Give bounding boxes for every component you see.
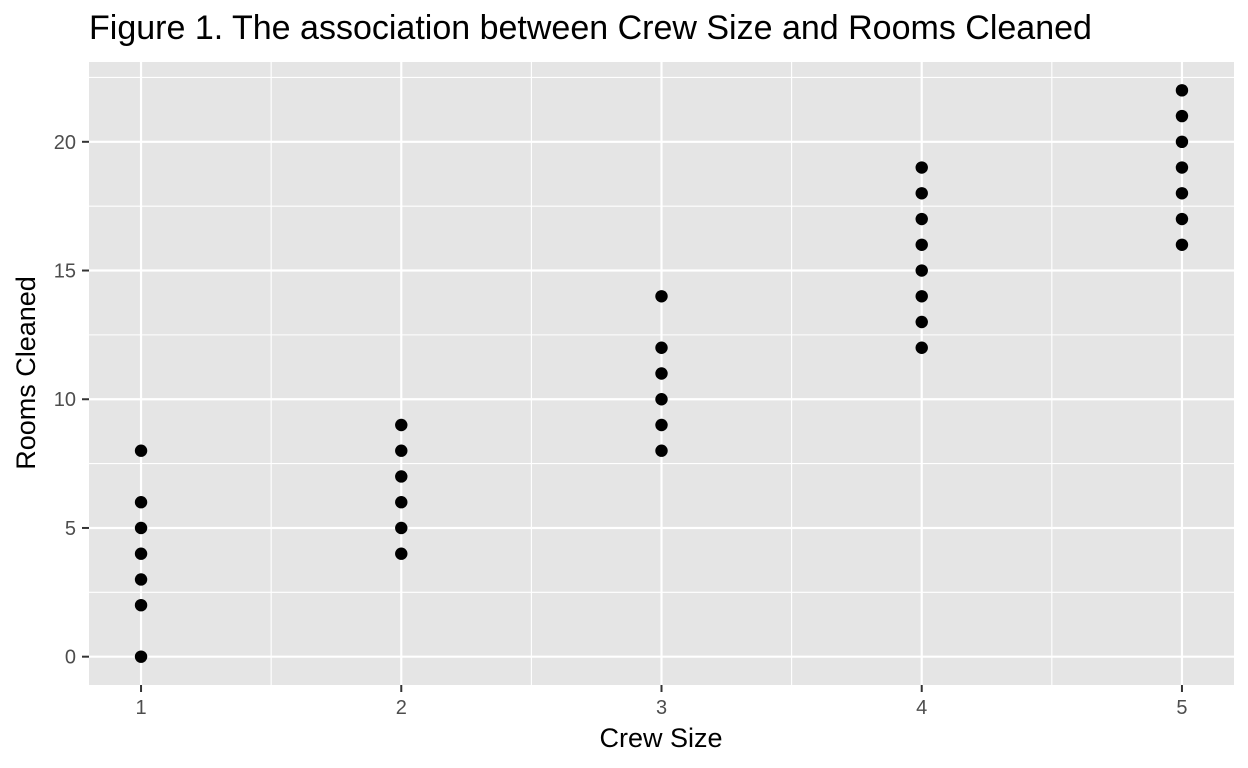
data-point [1175,238,1189,251]
x-axis-title: Crew Size [599,723,722,753]
data-point [134,573,148,586]
y-tick-label: 5 [65,518,76,540]
chart-title: Figure 1. The association between Crew S… [89,9,1092,47]
data-points [134,84,1189,663]
data-point [1175,84,1189,97]
data-point [1175,109,1189,123]
data-point [395,496,408,509]
data-point [1175,212,1189,226]
data-point [655,341,668,354]
data-point [395,444,408,457]
x-tick-label: 2 [396,697,407,719]
x-tick-label: 5 [1176,697,1187,719]
y-tick-label: 15 [54,261,76,283]
data-point [655,393,668,406]
data-point [915,315,928,329]
y-tick-label: 0 [65,647,76,669]
data-point [1175,135,1189,149]
data-point [655,367,668,380]
data-point [134,650,148,663]
data-point [915,238,928,251]
data-point [655,418,668,432]
data-point [134,496,148,509]
axis-ticks: 1 2 3 4 5 0 5 10 15 20 [54,132,1188,719]
data-point [1175,161,1189,174]
data-point [915,341,928,354]
y-axis-title: Rooms Cleaned [11,276,41,470]
data-point [134,598,148,612]
data-point [915,264,928,277]
data-point [1175,187,1189,200]
data-point [134,547,148,560]
data-point [134,521,148,535]
data-point [915,290,928,303]
y-tick-label: 10 [54,389,76,411]
data-point [915,161,928,174]
data-point [915,212,928,226]
data-point [655,444,668,457]
x-tick-label: 4 [916,697,927,719]
y-tick-label: 20 [54,132,76,154]
x-tick-label: 1 [135,697,146,719]
data-point [134,444,148,457]
data-point [395,521,408,535]
data-point [655,290,668,303]
data-point [915,187,928,200]
x-tick-label: 3 [656,697,667,719]
data-point [395,418,408,432]
data-point [395,547,408,560]
data-point [395,470,408,483]
